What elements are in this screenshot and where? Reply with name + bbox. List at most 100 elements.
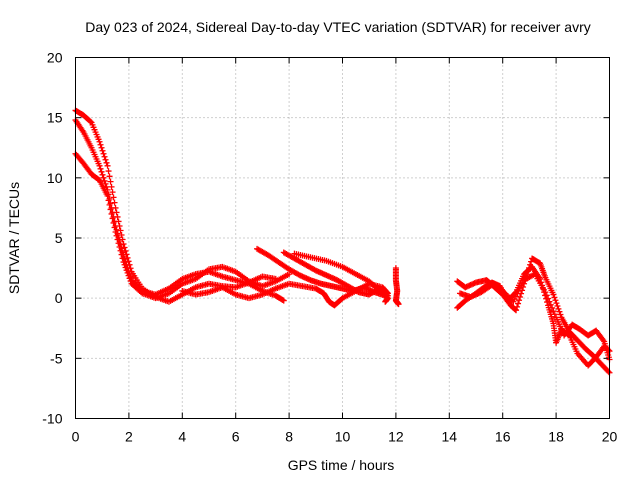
data-point [542,289,549,296]
data-point [556,308,563,315]
data-point [124,254,131,261]
data-point [517,285,524,292]
x-tick-label: 0 [72,429,80,445]
data-point [107,178,114,185]
data-point [124,269,131,276]
data-point [125,272,132,279]
series-track-b [72,117,287,304]
data-point [101,153,108,160]
data-point [119,236,126,243]
data-point [127,278,134,285]
data-point [98,144,105,151]
x-tick-label: 20 [602,429,618,445]
data-point [550,308,557,315]
data-point [99,147,106,154]
data-point [101,177,108,184]
data-point [116,244,123,251]
data-point [280,297,287,304]
data-point [120,259,127,266]
series-track-g [291,250,391,305]
data-point [107,206,114,213]
data-point [515,287,522,294]
data-point [105,197,112,204]
data-point [120,241,127,248]
series-track-k [456,271,613,363]
y-tick-label: 15 [47,110,63,126]
data-point [557,311,564,318]
data-point [519,279,526,286]
x-tick-label: 16 [495,429,511,445]
data-point [518,282,525,289]
data-point [514,290,521,297]
y-tick-label: 10 [47,170,63,186]
x-tick-label: 14 [442,429,458,445]
data-point [543,292,550,299]
series-track-a [72,107,279,305]
data-point [549,304,556,311]
data-point [100,150,107,157]
x-tick-label: 12 [388,429,404,445]
data-point [121,261,128,268]
y-tick-label: 20 [47,50,63,66]
x-axis-label: GPS time / hours [288,457,395,473]
data-point [100,174,107,181]
data-point [115,240,122,247]
data-point [513,307,520,314]
data-point [109,189,116,196]
y-tick-label: -5 [50,350,63,366]
data-point [109,215,116,222]
data-point [105,168,112,175]
y-tick-label: -10 [42,411,62,427]
data-point [514,303,521,310]
data-point [554,302,561,309]
data-point [97,165,104,172]
axis-ticks: 0 2 4 6 8 10 12 14 16 18 20 -10 -5 0 5 10 15 20 [42,50,617,445]
data-point [103,159,110,166]
y-axis-label: SDTVAR / TECUs [6,182,22,294]
data-point [106,201,113,208]
data-point [551,294,558,301]
data-point [122,264,129,271]
data-point [103,183,110,190]
data-point [395,301,402,308]
data-point [111,199,118,206]
chart-title: Day 023 of 2024, Sidereal Day-to-day VTE… [85,19,591,35]
x-tick-label: 4 [178,429,186,445]
data-point [98,168,105,175]
data-point [108,210,115,217]
data-point [555,305,562,312]
x-tick-label: 8 [285,429,293,445]
data-point [513,293,520,300]
data-point [111,224,118,231]
series-track-c [72,150,293,302]
data-point [119,255,126,262]
data-point [121,244,128,251]
data-point [108,183,115,190]
data-point [117,227,124,234]
data-point [551,311,558,318]
data-point [546,298,553,305]
y-tick-label: 5 [55,230,63,246]
data-point [354,288,361,295]
y-tick-label: 0 [55,290,63,306]
data-point [113,232,120,239]
data-point [550,291,557,298]
data-point [104,162,111,169]
x-tick-label: 6 [232,429,240,445]
series-track-h [392,265,402,308]
data-point [605,368,612,375]
data-point [126,275,133,282]
data-point [114,236,121,243]
data-point [106,173,113,180]
data-point [110,219,117,226]
data-point [515,300,522,307]
data-point [96,138,103,145]
data-marks [72,107,613,376]
data-point [99,171,106,178]
data-point [123,267,130,274]
data-point [102,156,109,163]
plot-frame [75,57,610,419]
x-tick-label: 18 [548,429,564,445]
data-point [547,301,554,308]
